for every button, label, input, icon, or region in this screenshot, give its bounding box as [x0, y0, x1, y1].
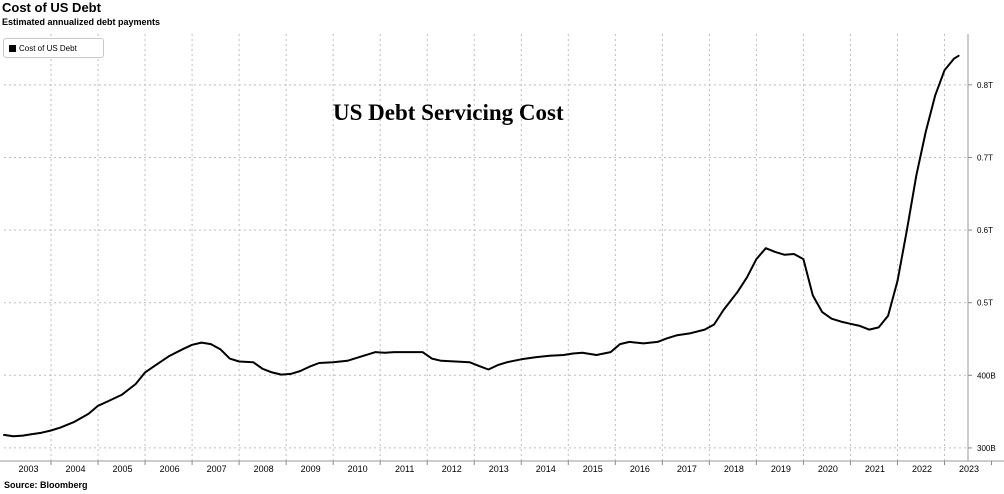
- y-tick-label: 0.6T: [977, 226, 993, 235]
- x-tick-label: 2012: [442, 464, 462, 474]
- legend-swatch: [9, 44, 16, 52]
- x-tick-label: 2017: [677, 464, 697, 474]
- x-tick-label: 2003: [18, 464, 38, 474]
- x-tick-label: 2015: [583, 464, 603, 474]
- source-note: Source: Bloomberg: [4, 480, 88, 490]
- x-tick-label: 2008: [254, 464, 274, 474]
- x-tick-label: 2022: [912, 464, 932, 474]
- chart-subtitle: Estimated annualized debt payments: [2, 17, 161, 27]
- chart-annotation: US Debt Servicing Cost: [333, 100, 564, 125]
- y-tick-label: 0.7T: [977, 153, 993, 162]
- y-tick-label: 300B: [977, 444, 996, 453]
- x-tick-label: 2016: [630, 464, 650, 474]
- y-tick-label: 0.8T: [977, 81, 993, 90]
- x-tick-label: 2014: [536, 464, 556, 474]
- y-tick-label: 400B: [977, 371, 996, 380]
- y-tick-label: 0.5T: [977, 299, 993, 308]
- legend-entry: Cost of US Debt: [19, 43, 77, 53]
- x-tick-label: 2010: [348, 464, 368, 474]
- x-tick-label: 2019: [771, 464, 791, 474]
- series-line-cost-of-us-debt: [3, 54, 960, 438]
- x-tick-label: 2021: [865, 464, 885, 474]
- x-tick-label: 2004: [66, 464, 86, 474]
- x-tick-label: 2020: [818, 464, 838, 474]
- x-tick-label: 2009: [301, 464, 321, 474]
- x-tick-label: 2018: [724, 464, 744, 474]
- x-tick-label: 2006: [160, 464, 180, 474]
- x-tick-label: 2023: [959, 464, 979, 474]
- chart-title: Cost of US Debt: [2, 0, 101, 15]
- legend: Cost of US Debt: [3, 38, 104, 58]
- x-tick-label: 2007: [207, 464, 227, 474]
- x-tick-label: 2005: [113, 464, 133, 474]
- x-tick-label: 2011: [395, 464, 414, 474]
- x-tick-label: 2013: [489, 464, 509, 474]
